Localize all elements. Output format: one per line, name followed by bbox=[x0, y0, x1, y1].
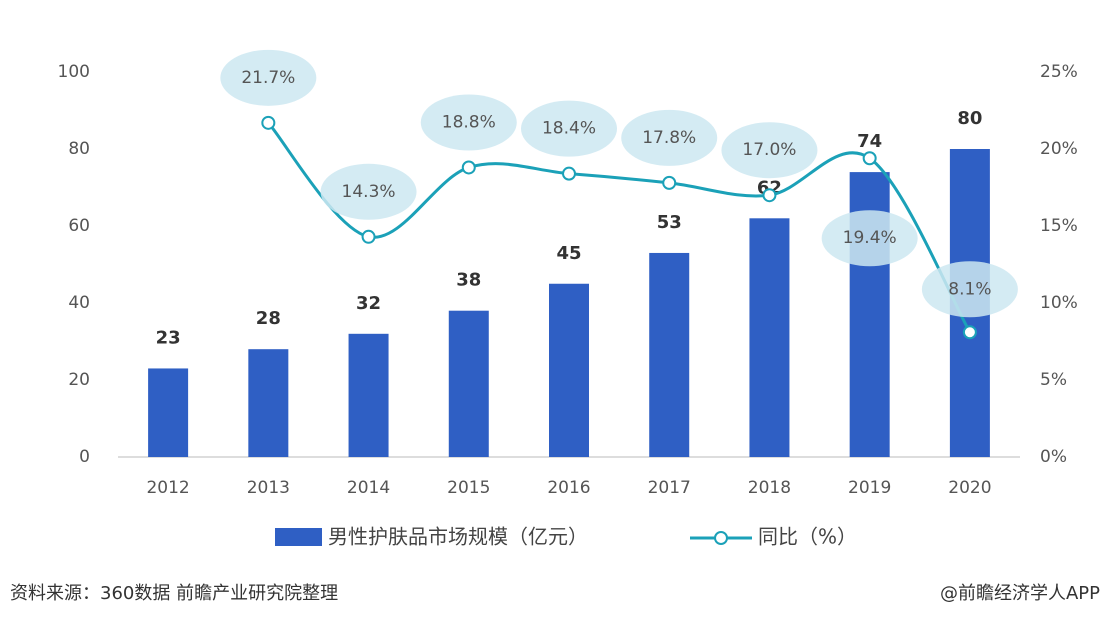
line-value-label: 18.8% bbox=[442, 112, 496, 132]
label-bubble bbox=[320, 163, 417, 220]
legend-label: 男性护肤品市场规模（亿元） bbox=[328, 525, 588, 549]
bar-value-label: 80 bbox=[957, 108, 982, 129]
line-value-label: 8.1% bbox=[948, 279, 991, 299]
bar-value-label: 23 bbox=[156, 327, 181, 348]
line-point bbox=[361, 229, 376, 244]
y2-tick-label: 15% bbox=[1040, 216, 1078, 236]
line-value-label: 17.8% bbox=[642, 128, 696, 148]
line-point bbox=[261, 115, 276, 130]
bar-value-label: 74 bbox=[857, 131, 882, 152]
label-bubble bbox=[621, 109, 718, 166]
x-tick-label: 2018 bbox=[748, 478, 791, 498]
y-tick-label: 0 bbox=[79, 447, 90, 467]
x-tick-label: 2015 bbox=[447, 478, 490, 498]
y2-tick-label: 25% bbox=[1040, 62, 1078, 82]
x-tick-label: 2012 bbox=[146, 478, 189, 498]
bar-value-label: 28 bbox=[256, 308, 281, 329]
label-bubble bbox=[220, 49, 317, 106]
x-tick-label: 2020 bbox=[948, 478, 991, 498]
x-tick-label: 2019 bbox=[848, 478, 891, 498]
bar bbox=[749, 218, 790, 457]
credit: @前瞻经济学人APP bbox=[940, 583, 1100, 604]
line-point bbox=[461, 160, 476, 175]
bar bbox=[148, 368, 189, 457]
y2-tick-label: 5% bbox=[1040, 370, 1067, 390]
line-point bbox=[762, 188, 777, 203]
bar-value-label: 45 bbox=[556, 243, 581, 264]
bar bbox=[348, 333, 389, 457]
line-point bbox=[562, 166, 576, 181]
bar bbox=[549, 283, 589, 457]
x-tick-label: 2017 bbox=[648, 478, 691, 498]
line-value-label: 19.4% bbox=[843, 228, 897, 248]
label-bubble bbox=[921, 261, 1018, 318]
x-tick-label: 2013 bbox=[247, 478, 290, 498]
x-tick-label: 2014 bbox=[347, 478, 390, 498]
bar-value-label: 32 bbox=[356, 293, 381, 314]
line-value-label: 14.3% bbox=[342, 182, 396, 202]
line-point bbox=[962, 325, 977, 340]
legend-swatch bbox=[275, 528, 322, 546]
y2-tick-label: 0% bbox=[1040, 447, 1067, 467]
y-tick-label: 80 bbox=[68, 139, 90, 159]
legend-marker bbox=[714, 531, 728, 545]
y-tick-label: 40 bbox=[68, 293, 90, 313]
label-bubble bbox=[721, 122, 818, 179]
bar-value-label: 38 bbox=[456, 270, 481, 291]
y2-tick-label: 20% bbox=[1040, 139, 1078, 159]
label-bubble bbox=[521, 100, 617, 157]
line-point bbox=[662, 175, 677, 190]
line-point bbox=[862, 151, 877, 166]
line-value-label: 21.7% bbox=[241, 68, 295, 88]
label-bubble bbox=[821, 210, 918, 267]
y-tick-label: 20 bbox=[68, 370, 90, 390]
legend-label: 同比（%） bbox=[758, 525, 857, 549]
line-value-label: 18.4% bbox=[542, 119, 596, 139]
line-value-label: 17.0% bbox=[742, 140, 796, 160]
label-bubble bbox=[420, 94, 517, 151]
y2-tick-label: 10% bbox=[1040, 293, 1078, 313]
x-tick-label: 2016 bbox=[547, 478, 590, 498]
y-tick-label: 60 bbox=[68, 216, 90, 236]
bar bbox=[248, 349, 289, 457]
source-note: 资料来源：360数据 前瞻产业研究院整理 bbox=[10, 583, 338, 604]
bar bbox=[649, 252, 690, 457]
bar-value-label: 53 bbox=[657, 212, 682, 233]
bar bbox=[448, 310, 489, 457]
y-tick-label: 100 bbox=[58, 62, 90, 82]
